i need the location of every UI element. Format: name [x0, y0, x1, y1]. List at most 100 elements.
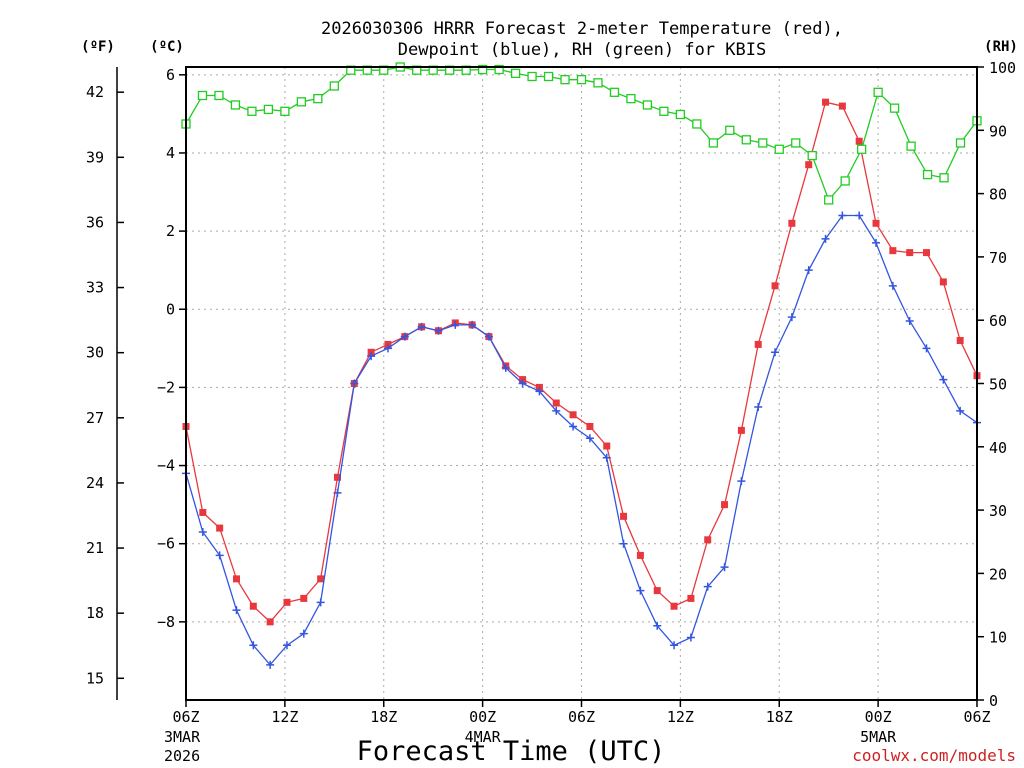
temperature-point — [232, 575, 240, 583]
plot-frame — [185, 66, 978, 701]
dewpoint-point — [518, 379, 527, 388]
rh-point — [214, 90, 224, 101]
temperature-point — [249, 602, 257, 610]
x-tick-label: 06Z — [568, 708, 595, 726]
dewpoint-point — [804, 266, 813, 275]
dewpoint-point — [484, 332, 493, 341]
rh-point — [725, 125, 735, 135]
temperature-point — [653, 587, 661, 595]
celsius-tick-label: −4 — [157, 457, 175, 475]
temperature-point — [838, 102, 846, 110]
rh-point — [807, 150, 817, 161]
rh-series — [181, 62, 982, 205]
rh-point — [708, 138, 718, 148]
rh-point — [230, 100, 241, 110]
rh-point — [824, 195, 834, 205]
x-tick-label: 12Z — [271, 708, 298, 726]
rh-point — [856, 144, 867, 154]
dewpoint-point — [787, 313, 796, 322]
dewpoint-point — [905, 316, 914, 325]
temperature-point — [754, 340, 762, 348]
dewpoint-point — [939, 375, 948, 384]
dewpoint-point — [653, 621, 662, 630]
rh-point — [889, 103, 900, 113]
rh-point — [609, 87, 620, 97]
dewpoint-point — [266, 660, 275, 669]
dewpoint-point — [720, 563, 729, 572]
rh-point — [560, 75, 570, 85]
rh-point — [873, 87, 883, 97]
temperature-point — [805, 161, 813, 169]
rh-point — [675, 109, 686, 120]
tick-labels: −8−6−4−202461518212427303336394201020304… — [86, 59, 1016, 765]
dewpoint-point — [451, 320, 460, 329]
credit-text: coolwx.com/models — [852, 746, 1016, 765]
celsius-tick-label: 0 — [166, 300, 175, 318]
temperature-point — [670, 602, 678, 610]
rh-point — [741, 135, 751, 145]
x-tick-label: 18Z — [370, 708, 397, 726]
temperature-point — [704, 536, 712, 544]
dewpoint-point — [619, 539, 628, 548]
dewpoint-point — [872, 238, 881, 247]
dewpoint-point — [569, 422, 578, 431]
celsius-tick-label: 4 — [166, 144, 175, 162]
rh-point — [296, 97, 307, 107]
chart-title-line-2: Dewpoint (blue), RH (green) for KBIS — [398, 40, 766, 60]
fahrenheit-tick-label: 27 — [86, 409, 104, 427]
celsius-tick-label: 2 — [166, 222, 175, 240]
fahrenheit-tick-label: 39 — [86, 148, 104, 166]
dewpoint-point — [737, 477, 746, 486]
temperature-point — [603, 442, 611, 450]
rh-point — [906, 141, 916, 151]
temperature-point — [855, 137, 863, 145]
fahrenheit-tick-label: 15 — [86, 669, 104, 687]
rh-point — [758, 138, 768, 148]
fahrenheit-tick-label: 18 — [86, 604, 104, 622]
dewpoint-point — [333, 488, 342, 497]
temperature-point — [956, 337, 964, 345]
x-tick-label: 06Z — [172, 708, 199, 726]
temperature-point — [586, 422, 594, 430]
rh-tick-label: 30 — [989, 502, 1007, 520]
dewpoint-point — [400, 332, 409, 341]
dewpoint-point — [888, 281, 897, 290]
rh-tick-label: 0 — [989, 692, 998, 710]
axes — [116, 66, 984, 707]
dewpoint-point — [282, 641, 291, 650]
temperature-point — [552, 399, 560, 407]
dewpoint-point — [838, 211, 847, 220]
dewpoint-point — [501, 363, 510, 372]
temperature-point — [939, 278, 947, 286]
dewpoint-point — [602, 453, 611, 462]
chart-title-line-1: 2026030306 HRRR Forecast 2-meter Tempera… — [321, 19, 843, 39]
rh-tick-label: 10 — [989, 629, 1007, 647]
rh-point — [197, 90, 208, 101]
temperature-point — [266, 618, 274, 626]
rh-point — [840, 176, 850, 186]
temperature-point — [620, 512, 628, 520]
rh-point — [543, 71, 554, 82]
rh-point — [922, 169, 933, 180]
rh-point — [329, 81, 339, 91]
dewpoint-point — [299, 629, 308, 638]
rh-point — [774, 144, 784, 154]
rh-tick-label: 60 — [989, 312, 1007, 330]
rh-point — [791, 138, 801, 148]
fahrenheit-tick-label: 33 — [86, 279, 104, 297]
dewpoint-point — [636, 586, 645, 595]
rh-point — [247, 106, 257, 116]
x-year-label: 2026 — [164, 747, 200, 765]
temperature-point — [300, 594, 308, 602]
dewpoint-point — [922, 344, 931, 353]
dewpoint-point — [585, 434, 594, 443]
celsius-tick-label: −6 — [157, 535, 175, 553]
temperature-point — [317, 575, 325, 583]
rh-point — [313, 94, 323, 104]
temperature-point — [687, 594, 695, 602]
rh-point — [263, 104, 274, 115]
celsius-tick-label: 6 — [166, 66, 175, 84]
dewpoint-point — [552, 406, 561, 415]
rh-point — [626, 94, 636, 104]
data-series — [181, 62, 982, 669]
